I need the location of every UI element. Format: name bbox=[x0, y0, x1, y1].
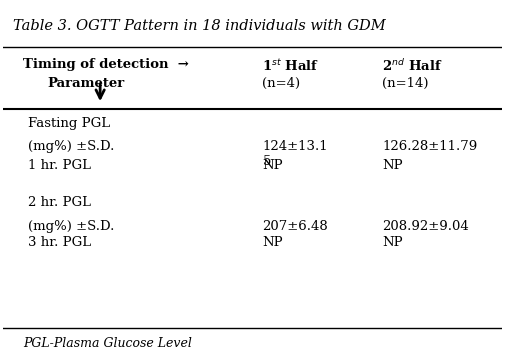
Text: 2 hr. PGL: 2 hr. PGL bbox=[28, 196, 90, 209]
Text: NP: NP bbox=[381, 159, 402, 172]
Text: 3 hr. PGL: 3 hr. PGL bbox=[28, 236, 91, 249]
Text: Timing of detection  →: Timing of detection → bbox=[23, 58, 188, 71]
Text: (mg%) ±S.D.: (mg%) ±S.D. bbox=[28, 140, 114, 153]
Text: 126.28±11.79: 126.28±11.79 bbox=[381, 140, 477, 153]
Text: NP: NP bbox=[262, 236, 282, 249]
Text: 1 hr. PGL: 1 hr. PGL bbox=[28, 159, 90, 172]
Text: NP: NP bbox=[262, 159, 282, 172]
Text: 2$^{nd}$ Half: 2$^{nd}$ Half bbox=[381, 58, 442, 74]
Text: Table 3. OGTT Pattern in 18 individuals with GDM: Table 3. OGTT Pattern in 18 individuals … bbox=[13, 19, 385, 33]
Text: PGL-Plasma Glucose Level: PGL-Plasma Glucose Level bbox=[23, 337, 191, 350]
Text: NP: NP bbox=[381, 236, 402, 249]
Text: 208.92±9.04: 208.92±9.04 bbox=[381, 219, 468, 232]
Text: 1$^{st}$ Half: 1$^{st}$ Half bbox=[262, 58, 319, 74]
Text: 124±13.1
5: 124±13.1 5 bbox=[262, 140, 327, 168]
Text: (n=4): (n=4) bbox=[262, 77, 300, 90]
Text: Parameter: Parameter bbox=[47, 77, 125, 90]
Text: 207±6.48: 207±6.48 bbox=[262, 219, 328, 232]
Text: (n=14): (n=14) bbox=[381, 77, 428, 90]
Text: (mg%) ±S.D.: (mg%) ±S.D. bbox=[28, 219, 114, 232]
Text: Fasting PGL: Fasting PGL bbox=[28, 117, 110, 130]
